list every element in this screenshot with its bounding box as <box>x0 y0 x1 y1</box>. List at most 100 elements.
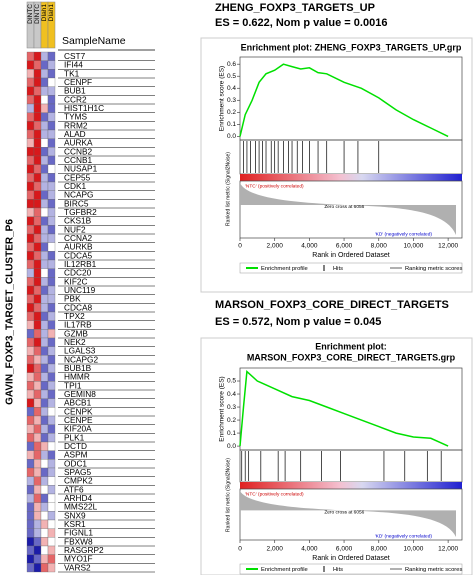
row-label: NCAPG <box>64 190 94 200</box>
heatmap-cell <box>47 138 56 148</box>
heatmap-cell <box>33 242 42 252</box>
heatmap-cell <box>26 355 35 365</box>
legend-box <box>239 262 463 274</box>
rank-colorbar <box>240 482 462 489</box>
heatmap-cell <box>33 389 42 399</box>
row-label: CENPF <box>64 77 92 87</box>
row-label: ALAD <box>64 129 86 139</box>
heatmap-cell <box>33 450 42 460</box>
heatmap-cell <box>33 528 42 538</box>
heatmap-cell <box>26 285 35 295</box>
heatmap-cell <box>40 251 49 261</box>
heatmap-cell <box>40 86 49 96</box>
heatmap-cell <box>33 190 42 200</box>
heatmap-cell <box>33 398 42 408</box>
y-tick-label: 0.4 <box>227 391 236 398</box>
row-label: CDC20 <box>64 268 92 278</box>
heatmap-cell <box>33 493 42 503</box>
row-label: CENPE <box>64 415 93 425</box>
heatmap-cell <box>47 545 56 555</box>
heatmap-cell <box>33 147 42 157</box>
heatmap-cell <box>40 259 49 269</box>
heatmap-cell <box>33 51 42 61</box>
heatmap-cell <box>47 233 56 243</box>
enrichment-line <box>239 370 449 447</box>
heatmap-cell <box>47 398 56 408</box>
row-label: BUB1 <box>64 86 86 96</box>
heatmap-cell <box>47 242 56 252</box>
heatmap-cell <box>40 450 49 460</box>
column-label: DINTC <box>34 4 41 24</box>
heatmap-cell <box>26 381 35 391</box>
heatmap-cell <box>47 537 56 547</box>
heatmap-cell <box>26 164 35 174</box>
annotation: Zero cross at 6056 <box>324 204 364 210</box>
heatmap-cell <box>33 233 42 243</box>
heatmap-cell <box>33 337 42 347</box>
heatmap-cell <box>33 112 42 122</box>
heatmap-cell <box>40 285 49 295</box>
row-label: RRM2 <box>64 120 88 130</box>
heatmap-cell <box>47 511 56 521</box>
x-tick-label: 4,000 <box>301 243 318 250</box>
heatmap-cell <box>40 277 49 287</box>
heatmap-cell <box>40 554 49 564</box>
row-label: BUB1B <box>64 363 92 373</box>
row-label: SPAG5 <box>64 467 91 477</box>
heatmap-cell <box>40 51 49 61</box>
heatmap-cell <box>47 69 56 79</box>
row-label: CMPK2 <box>64 476 93 486</box>
row-label: TYMS <box>64 112 88 122</box>
row-label: RASGRP2 <box>64 545 104 555</box>
heatmap-cell <box>47 467 56 477</box>
heatmap-cell <box>33 363 42 373</box>
gene-set-title: MARSON_FOXP3_CORE_DIRECT_TARGETS <box>215 299 449 311</box>
row-label: HMMR <box>64 372 90 382</box>
heatmap-cell <box>33 372 42 382</box>
annotation: 'KD' (negatively correlated) <box>375 533 433 539</box>
heatmap-cell <box>33 502 42 512</box>
heatmap-cell <box>33 467 42 477</box>
heatmap-cell <box>33 77 42 87</box>
row-label: PLK1 <box>64 432 85 442</box>
heatmap-cell <box>26 51 35 61</box>
heatmap-cell <box>26 259 35 269</box>
x-tick-label: 6,000 <box>336 243 353 250</box>
row-label: CCNA2 <box>64 233 93 243</box>
heatmap-cell <box>26 138 35 148</box>
x-tick-label: 8,000 <box>371 546 388 553</box>
heatmap-cell <box>47 129 56 139</box>
heatmap-cell <box>33 173 42 183</box>
heatmap-cell <box>26 112 35 122</box>
heatmap-cell <box>26 181 35 191</box>
heatmap-cell <box>33 86 42 96</box>
heatmap-cell <box>47 103 56 113</box>
heatmap-cell <box>47 355 56 365</box>
column-label: DINTC <box>27 4 34 24</box>
heatmap-cell <box>33 424 42 434</box>
heatmap-cell <box>40 77 49 87</box>
heatmap-cell <box>40 121 49 131</box>
row-label: DCTD <box>64 441 87 451</box>
heatmap-cell <box>33 415 42 425</box>
heatmap-cell <box>40 441 49 451</box>
heatmap-cell <box>33 285 42 295</box>
heatmap-title: GAVIN_FOXP3_TARGET_CLUSTER_P6 <box>5 219 16 405</box>
heatmap-cell <box>47 493 56 503</box>
heatmap-cell <box>26 337 35 347</box>
y-tick-label: 0.5 <box>227 378 236 385</box>
row-label: VARS2 <box>64 562 91 572</box>
heatmap-cell <box>33 199 42 209</box>
annotation: 'KD' (negatively correlated) <box>375 231 433 237</box>
heatmap-cell <box>47 95 56 105</box>
heatmap-cell <box>26 528 35 538</box>
row-label: CST7 <box>64 51 86 61</box>
heatmap-cell <box>26 467 35 477</box>
heatmap-cell <box>33 95 42 105</box>
row-label: AURKA <box>64 138 93 148</box>
row-label: KIF2C <box>64 276 88 286</box>
heatmap-cell <box>40 103 49 113</box>
heatmap-cell <box>47 381 56 391</box>
heatmap-cell <box>40 294 49 304</box>
